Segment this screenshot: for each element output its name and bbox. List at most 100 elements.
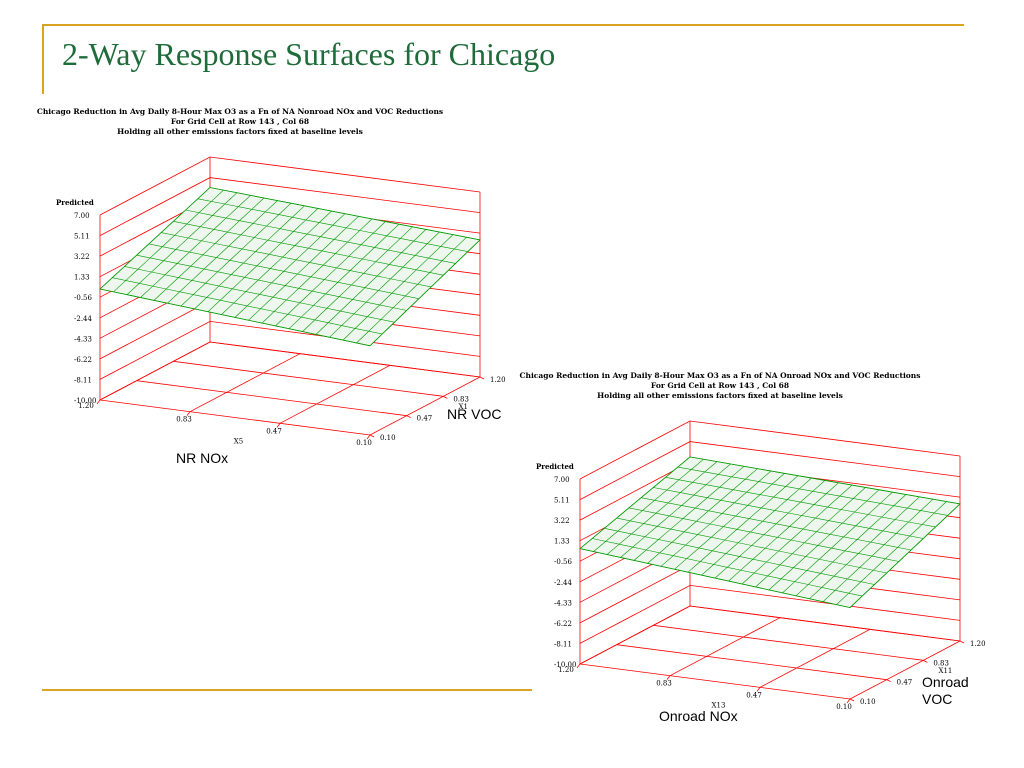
y-tick-label: 0.47 [417, 415, 433, 423]
surface-gridline [647, 468, 758, 564]
y-tick-label: 0.10 [860, 698, 876, 706]
z-tick-label: -2.44 [554, 579, 572, 587]
gridline-floor-y [173, 360, 444, 397]
x-tick-label: 0.47 [266, 427, 282, 435]
z-tick-label: -2.44 [74, 315, 92, 323]
surface-gridline [356, 237, 467, 344]
z-tick-label: 5.11 [554, 497, 570, 505]
surface-gridline [579, 456, 691, 549]
z-tick-label: -10.00 [74, 397, 96, 405]
surface-gridline [221, 210, 332, 315]
surface-gridline [782, 491, 893, 594]
z-tick-label: 1.33 [554, 538, 570, 546]
chart-title: Chicago Reduction in Avg Daily 8-Hour Ma… [520, 371, 921, 380]
surface-gridline [194, 205, 305, 310]
surface-gridline [261, 218, 373, 324]
x-tick-mark [96, 399, 101, 405]
x-tick-label: 0.10 [836, 703, 852, 711]
gridline-floor-y [616, 644, 887, 681]
surface-gridline [849, 503, 961, 608]
z-axis-label: Predicted [56, 198, 94, 207]
y-axis-label: X1 [459, 403, 468, 411]
y-tick-mark [479, 376, 485, 380]
gridline-floor-y [209, 341, 481, 378]
chart-subtitle: Holding all other emissions factors fixe… [117, 127, 363, 136]
y-tick-mark [923, 659, 928, 663]
gridline-z [579, 584, 961, 644]
chart-subtitle: For Grid Cell at Row 143 , Col 68 [171, 117, 309, 126]
y-tick-mark [886, 679, 891, 683]
surface-gridline [755, 487, 866, 588]
surface-gridline [302, 226, 413, 332]
surface-gridline [329, 231, 440, 338]
surface-gridline [593, 459, 704, 552]
caption-nr-voc: NR VOC [447, 406, 502, 422]
surface-gridline [728, 482, 839, 582]
surface-gridline [315, 229, 427, 335]
surface-plot-nonroad: Chicago Reduction in Avg Daily 8-Hour Ma… [37, 100, 520, 447]
chart-title: Chicago Reduction in Avg Daily 8-Hour Ma… [37, 107, 443, 116]
surface-gridline [714, 480, 826, 579]
gridline-floor-x [579, 605, 691, 665]
y-axis-label: X11 [939, 667, 953, 675]
y-tick-label: 0.83 [933, 659, 949, 667]
surface-gridline [809, 496, 920, 599]
z-tick-label: 7.00 [554, 476, 570, 484]
left-rule [42, 24, 44, 94]
surface-gridline [113, 189, 224, 293]
surface-gridline [153, 197, 265, 301]
surface-gridline [275, 221, 386, 327]
x-tick-label: 0.47 [746, 691, 762, 699]
z-tick-label: -6.22 [554, 620, 572, 628]
gridline-floor-y [136, 380, 407, 417]
x-tick-label: 1.20 [558, 666, 574, 674]
z-tick-label: 3.22 [74, 253, 90, 261]
z-tick-label: 1.33 [74, 274, 90, 282]
y-tick-label: 1.20 [970, 640, 986, 648]
x-tick-mark [666, 675, 671, 680]
y-tick-label: 0.10 [380, 434, 396, 442]
surface-gridline [369, 239, 481, 347]
gridline-floor-y [99, 399, 371, 436]
surface-gridline [795, 494, 907, 597]
chart-subtitle: For Grid Cell at Row 143 , Col 68 [651, 381, 789, 390]
y-tick-label: 1.20 [490, 376, 506, 384]
x-axis-label: X13 [712, 701, 726, 709]
z-tick-label: -8.11 [554, 640, 572, 648]
y-tick-label: 0.47 [897, 679, 913, 687]
y-tick-mark [406, 415, 411, 419]
surface-gridline [689, 456, 961, 505]
z-tick-label: -4.33 [74, 335, 92, 343]
z-tick-label: -4.33 [554, 599, 572, 607]
gridline-floor-y [653, 624, 924, 661]
gridline-z [579, 605, 961, 665]
surface-gridline [180, 202, 292, 307]
gridline-floor-y [689, 605, 961, 642]
gridline-floor-x [189, 353, 301, 413]
surface-gridline [633, 466, 745, 561]
x-tick-label: 1.20 [78, 402, 94, 410]
z-tick-label: 7.00 [74, 212, 90, 220]
surface-gridline [660, 470, 772, 567]
gridline-floor-x [99, 341, 211, 401]
chart-subtitle: Holding all other emissions factors fixe… [597, 391, 843, 400]
gridline-floor-x [669, 617, 781, 677]
caption-nr-nox: NR NOx [176, 450, 229, 466]
surface-gridline [701, 477, 812, 576]
gridline-floor-x [759, 628, 871, 688]
gridline-floor-x [279, 364, 391, 424]
surface-gridline [288, 223, 400, 329]
surface-gridline [620, 463, 731, 558]
z-tick-label: -0.56 [554, 558, 572, 566]
surface-gridline [606, 461, 718, 555]
surface-gridline [99, 187, 211, 290]
surface-gridline [207, 208, 319, 312]
surface-gridline [234, 213, 346, 318]
response-surface [579, 456, 961, 609]
z-tick-label: 3.22 [554, 517, 570, 525]
surface-gridline [674, 473, 785, 570]
z-tick-label: 5.11 [74, 233, 90, 241]
gridline-z [99, 341, 481, 401]
x-tick-mark [576, 663, 581, 669]
x-tick-mark [846, 698, 851, 704]
